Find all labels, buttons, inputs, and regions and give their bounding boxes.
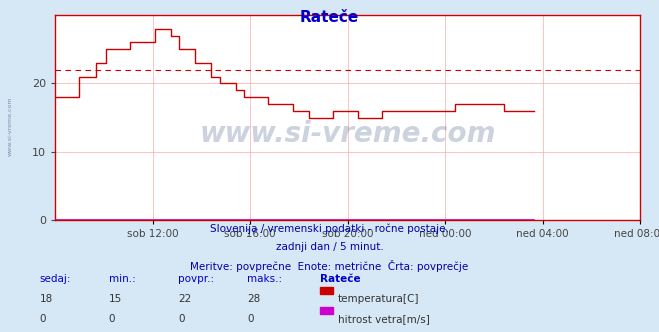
Text: 18: 18	[40, 294, 53, 304]
Text: 0: 0	[178, 314, 185, 324]
Text: 0: 0	[247, 314, 254, 324]
Text: www.si-vreme.com: www.si-vreme.com	[8, 96, 13, 156]
Text: Rateče: Rateče	[300, 10, 359, 25]
Text: 15: 15	[109, 294, 122, 304]
Text: zadnji dan / 5 minut.: zadnji dan / 5 minut.	[275, 242, 384, 252]
Text: temperatura[C]: temperatura[C]	[338, 294, 420, 304]
Text: sedaj:: sedaj:	[40, 274, 71, 284]
Text: 22: 22	[178, 294, 191, 304]
Text: 0: 0	[109, 314, 115, 324]
Text: min.:: min.:	[109, 274, 136, 284]
Text: www.si-vreme.com: www.si-vreme.com	[199, 120, 496, 148]
Text: povpr.:: povpr.:	[178, 274, 214, 284]
Text: Meritve: povprečne  Enote: metrične  Črta: povprečje: Meritve: povprečne Enote: metrične Črta:…	[190, 260, 469, 272]
Text: Slovenija / vremenski podatki - ročne postaje.: Slovenija / vremenski podatki - ročne po…	[210, 224, 449, 234]
Text: maks.:: maks.:	[247, 274, 282, 284]
Text: 0: 0	[40, 314, 46, 324]
Text: Rateče: Rateče	[320, 274, 360, 284]
Text: 28: 28	[247, 294, 260, 304]
Text: hitrost vetra[m/s]: hitrost vetra[m/s]	[338, 314, 430, 324]
